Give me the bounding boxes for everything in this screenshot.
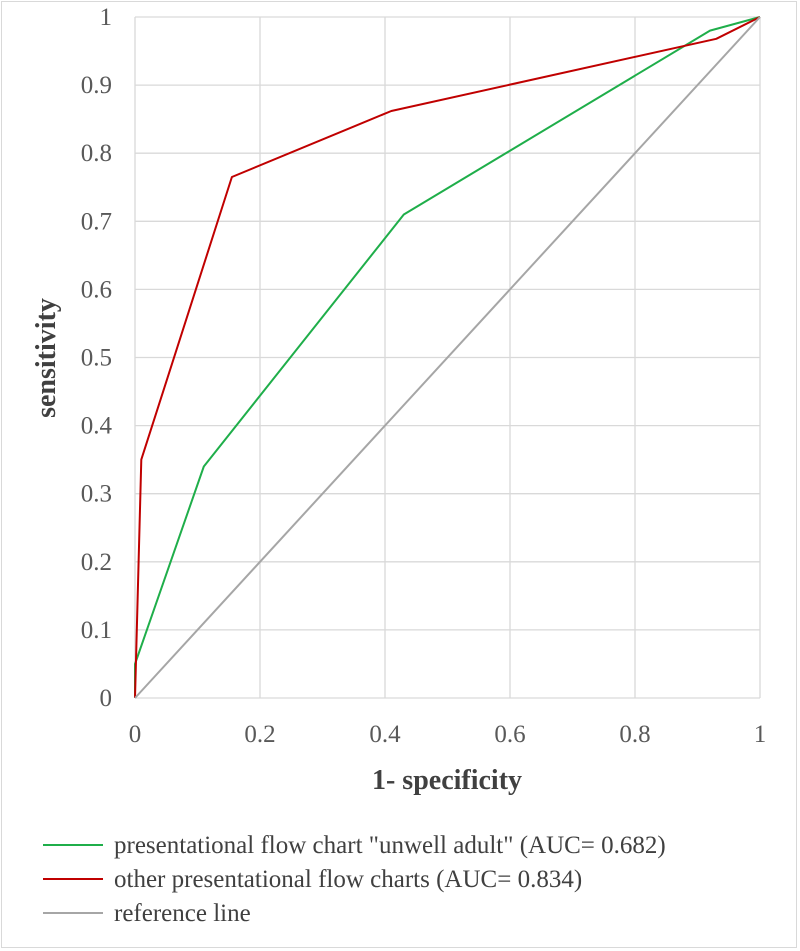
y-tick-labels: 0 0.1 0.2 0.3 0.4 0.5 0.6 0.7 0.8 0.9 1: [81, 4, 113, 712]
y-tick-label: 0.9: [81, 72, 112, 99]
y-tick-label: 0.3: [81, 481, 112, 508]
x-tick-label: 0.2: [244, 721, 275, 748]
y-tick-label: 0.6: [81, 276, 112, 303]
series-lines: [134, 16, 761, 699]
legend-label: other presentational flow charts (AUC= 0…: [114, 866, 582, 893]
x-axis-title: 1- specificity: [372, 765, 522, 796]
legend: presentational flow chart "unwell adult"…: [43, 832, 666, 927]
series-line-3: [134, 16, 761, 699]
y-tick-label: 0.8: [81, 140, 112, 167]
x-tick-label: 1: [754, 721, 767, 748]
y-tick-label: 0.2: [81, 549, 112, 576]
legend-label: presentational flow chart "unwell adult"…: [114, 832, 666, 859]
x-tick-label: 0: [129, 721, 142, 748]
y-tick-label: 0.7: [81, 208, 112, 235]
x-tick-labels: 0 0.2 0.4 0.6 0.8 1: [129, 721, 767, 748]
y-tick-label: 0: [100, 685, 113, 712]
y-tick-label: 0.5: [81, 345, 112, 372]
y-axis-title: sensitivity: [31, 298, 62, 418]
x-tick-label: 0.4: [369, 721, 401, 748]
x-tick-label: 0.6: [494, 721, 525, 748]
y-tick-label: 1: [100, 4, 113, 31]
series-line-2: [134, 16, 761, 699]
legend-label: reference line: [114, 900, 251, 927]
y-tick-label: 0.1: [81, 617, 112, 644]
y-tick-label: 0.4: [81, 413, 113, 440]
x-tick-label: 0.8: [619, 721, 650, 748]
